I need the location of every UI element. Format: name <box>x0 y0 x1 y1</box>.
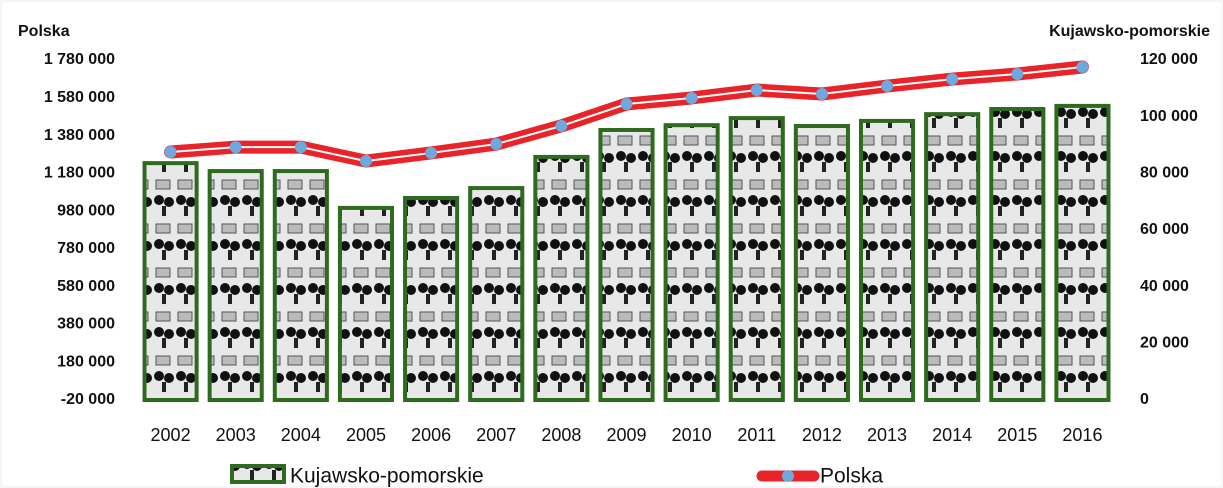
bar <box>272 169 329 402</box>
y2-tick-label: 100 000 <box>1140 108 1198 125</box>
y-tick-label: 1 180 000 <box>44 165 115 182</box>
bar <box>533 154 590 402</box>
bar <box>468 186 525 402</box>
bar <box>1054 103 1111 403</box>
bar <box>337 205 395 402</box>
x-tick-label: 2006 <box>411 425 451 445</box>
bar <box>142 161 199 402</box>
y2-tick-label: 120 000 <box>1140 51 1198 68</box>
y-tick-label: 1 580 000 <box>44 89 115 106</box>
y-tick-label: 180 000 <box>57 353 115 370</box>
line-marker <box>815 88 828 100</box>
x-tick-label: 2002 <box>151 425 191 445</box>
line-marker <box>620 98 633 111</box>
line-marker <box>294 141 307 154</box>
x-tick-label: 2010 <box>672 425 712 445</box>
line-marker <box>750 84 763 97</box>
x-tick-label: 2008 <box>541 425 581 445</box>
y-tick-label: 1 380 000 <box>44 127 115 144</box>
y2-tick-label: 0 <box>1140 391 1149 408</box>
bar <box>403 195 460 402</box>
bar <box>924 112 981 402</box>
y2-tick-label: 40 000 <box>1140 278 1189 295</box>
x-tick-label: 2011 <box>737 425 776 445</box>
line-marker <box>685 91 698 104</box>
y-tick-label: 380 000 <box>57 316 115 333</box>
line-marker <box>229 141 242 154</box>
y-axis-title: Polska <box>18 23 70 40</box>
line-marker <box>425 146 438 159</box>
x-tick-label: 2004 <box>281 425 321 445</box>
legend-swatch <box>230 464 286 484</box>
legend-label: Kujawsko-pomorskie <box>290 465 484 488</box>
y-tick-label: 1 780 000 <box>44 51 115 68</box>
line-marker <box>946 73 959 86</box>
x-tick-label: 2012 <box>802 425 842 445</box>
line-marker <box>1076 60 1089 73</box>
y-tick-label: 980 000 <box>57 202 115 219</box>
x-tick-label: 2013 <box>867 425 907 445</box>
y-tick-label: 780 000 <box>57 240 115 257</box>
bar <box>207 169 264 402</box>
x-tick-label: 2005 <box>346 425 386 445</box>
x-tick-label: 2016 <box>1062 425 1102 445</box>
y2-tick-label: 80 000 <box>1140 165 1189 182</box>
y-tick-label: -20 000 <box>61 391 115 408</box>
x-tick-label: 2007 <box>476 425 516 445</box>
line-marker <box>1011 67 1024 80</box>
bar <box>598 127 655 402</box>
line-marker <box>359 155 372 168</box>
line-marker <box>490 138 503 151</box>
y2-axis-title: Kujawsko-pomorskie <box>1049 23 1210 40</box>
x-tick-label: 2014 <box>932 425 972 445</box>
bar <box>663 123 720 403</box>
x-tick-label: 2015 <box>997 425 1037 445</box>
legend-marker <box>782 470 794 482</box>
line-marker <box>555 119 568 132</box>
bar <box>793 124 850 403</box>
bar <box>728 116 785 402</box>
bar <box>858 118 916 403</box>
y-tick-label: 580 000 <box>57 278 115 295</box>
line-marker <box>164 145 177 158</box>
y2-tick-label: 60 000 <box>1140 221 1189 238</box>
bar <box>989 107 1046 403</box>
y2-tick-label: 20 000 <box>1140 335 1189 352</box>
x-tick-label: 2009 <box>606 425 646 445</box>
line-marker <box>881 80 894 93</box>
legend-label: Polska <box>820 465 883 488</box>
x-tick-label: 2003 <box>216 425 256 445</box>
